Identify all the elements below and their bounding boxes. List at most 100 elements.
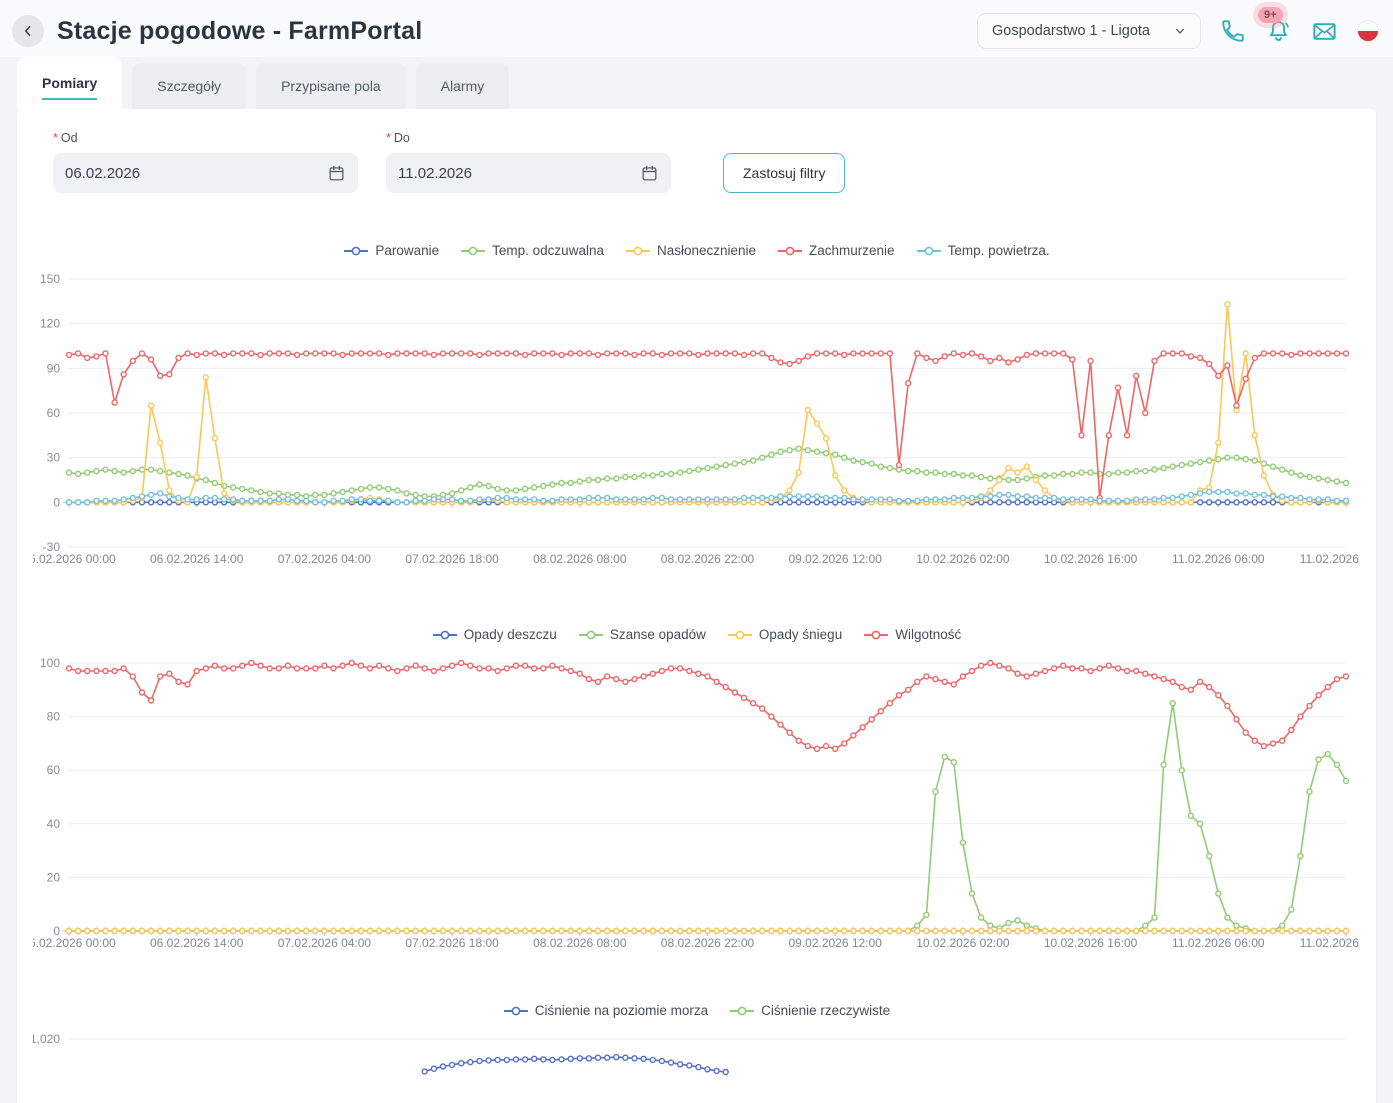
series-ciśnienie-na-poziomie-morza [421,1053,729,1076]
svg-text:11.02.2026 06:00: 11.02.2026 06:00 [1172,552,1265,566]
legend-item[interactable]: Opady śniegu [727,627,842,642]
date-to-group: * Do 11.02.2026 [386,131,671,193]
tab-szczegoly[interactable]: Szczegóły [132,63,247,109]
svg-text:10.02.2026 16:00: 10.02.2026 16:00 [1044,552,1138,566]
chart-canvas-precipitation: 100 80 60 40 20 006.02.2026 00:00 06.02.2026 1… [22,651,1392,955]
legend-marker-icon [503,1006,528,1015]
legend-item[interactable]: Temp. powietrza. [916,243,1050,258]
svg-text:20: 20 [47,870,61,884]
filters-row: * Od 06.02.2026 * Do 11.02.2026 Zastosuj f… [33,131,1360,193]
calendar-icon[interactable] [327,164,346,183]
legend-label: Ciśnienie na poziomie morza [534,1003,709,1018]
page-title: Stacje pogodowe - FarmPortal [57,16,423,45]
messages-button[interactable] [1311,18,1338,45]
series-temp-odczuwalna [65,445,1350,500]
tab-alarmy[interactable]: Alarmy [415,63,510,109]
content-card: * Od 06.02.2026 * Do 11.02.2026 Zastosuj f… [17,109,1393,1103]
legend-label: Zachmurzenie [809,243,895,258]
legend-label: Wilgotność [895,627,962,642]
bell-icon [1270,20,1289,41]
date-from-value: 06.02.2026 [65,164,141,182]
x-axis-labels: 06.02.2026 00:00 06.02.2026 14:00 07.02.20… [22,936,1392,950]
svg-text:10.02.2026 02:00: 10.02.2026 02:00 [916,552,1010,566]
series-szanse-opadów [65,700,1350,935]
svg-text:06.02.2026 00:00: 06.02.2026 00:00 [33,936,116,950]
svg-text:-30: -30 [43,540,61,554]
svg-text:08.02.2026 22:00: 08.02.2026 22:00 [661,552,755,566]
legend-marker-icon [730,1006,755,1015]
svg-text:08.02.2026 08:00: 08.02.2026 08:00 [533,552,627,566]
legend-label: Ciśnienie rzeczywiste [761,1003,891,1018]
svg-text:30: 30 [47,451,61,465]
mail-icon [1313,22,1336,40]
apply-filters-button[interactable]: Zastosuj filtry [723,153,846,193]
calendar-icon[interactable] [640,164,659,183]
legend-label: Temp. odczuwalna [492,243,604,258]
legend-marker-icon [625,246,650,255]
legend-marker-icon [916,246,941,255]
x-axis-labels: 06.02.2026 00:00 06.02.2026 14:00 07.02.20… [22,552,1392,566]
grid-lines: 150 120 90 60 30 0 -30 [40,272,1346,554]
language-button[interactable] [1357,20,1379,42]
legend-label: Szanse opadów [609,627,706,642]
chart-legend-pressure: Ciśnienie na poziomie morza Ciśnienie rze… [33,1003,1360,1018]
legend-label: Opady śniegu [758,627,843,642]
tab-przypisane-pola[interactable]: Przypisane pola [256,63,406,109]
legend-item[interactable]: Wilgotność [863,627,961,642]
legend-item[interactable]: Temp. odczuwalna [460,243,604,258]
svg-text:90: 90 [47,361,61,375]
date-from-label: * Od [53,131,78,145]
series-wilgotność [65,659,1350,753]
farm-selector-value: Gospodarstwo 1 - Ligota [992,23,1150,39]
legend-marker-icon [461,246,486,255]
required-asterisk: * [386,131,391,145]
legend-item[interactable]: Szanse opadów [578,627,706,642]
legend-item[interactable]: Opady deszczu [432,627,557,642]
legend-label: Opady deszczu [463,627,557,642]
svg-text:80: 80 [47,710,61,724]
farm-selector-dropdown[interactable]: Gospodarstwo 1 - Ligota [977,13,1201,49]
legend-item[interactable]: Parowanie [343,243,439,258]
svg-text:08.02.2026 08:00: 08.02.2026 08:00 [533,936,627,950]
legend-label: Nasłonecznienie [656,243,757,258]
svg-text:11.02.2026 20:00: 11.02.2026 20:00 [1300,552,1360,566]
series-nasłonecznienie [65,301,1350,506]
legend-marker-icon [344,246,369,255]
chart-svg: 100 80 60 40 20 006.02.2026 00:00 06.02.2026 1… [22,656,1392,950]
notification-badge: 9+ [1258,6,1283,23]
svg-text:07.02.2026 18:00: 07.02.2026 18:00 [405,552,499,566]
header-actions: Gospodarstwo 1 - Ligota 9+ [977,6,1379,49]
svg-text:06.02.2026 00:00: 06.02.2026 00:00 [33,552,116,566]
grid-lines: 1,020 [30,1032,1346,1046]
legend-marker-icon [864,630,889,639]
legend-label: Temp. powietrza. [947,243,1050,258]
legend-marker-icon [778,246,803,255]
poland-flag-icon [1357,20,1379,42]
svg-text:11.02.2026 20:00: 11.02.2026 20:00 [1300,936,1360,950]
legend-item[interactable]: Nasłonecznienie [625,243,756,258]
legend-item[interactable]: Zachmurzenie [777,243,895,258]
chart-legend-precipitation: Opady deszczu Szanse opadów Opady śniegu Wi… [33,627,1360,642]
legend-marker-icon [727,630,752,639]
tab-pomiary[interactable]: Pomiary [17,57,123,109]
legend-item[interactable]: Ciśnienie na poziomie morza [503,1003,708,1018]
legend-item[interactable]: Ciśnienie rzeczywiste [729,1003,890,1018]
chart-precipitation: Opady deszczu Szanse opadów Opady śniegu Wi… [22,627,1392,955]
phone-button[interactable] [1220,18,1246,44]
svg-text:07.02.2026 18:00: 07.02.2026 18:00 [405,936,499,950]
tab-bar: Pomiary Szczegóły Przypisane pola Alarmy [0,57,1393,109]
legend-marker-icon [432,630,457,639]
date-to-input[interactable]: 11.02.2026 [386,153,671,193]
date-from-input[interactable]: 06.02.2026 [53,153,358,193]
svg-text:1,020: 1,020 [33,1032,60,1046]
date-to-value: 11.02.2026 [398,164,472,182]
svg-text:0: 0 [53,495,60,509]
chart-weather-conditions: Parowanie Temp. odczuwalna Nasłonecznienie… [22,243,1392,571]
back-button[interactable] [12,15,44,47]
svg-text:07.02.2026 04:00: 07.02.2026 04:00 [278,936,372,950]
svg-text:08.02.2026 22:00: 08.02.2026 22:00 [661,936,755,950]
phone-icon [1222,20,1244,42]
chevron-down-icon [1176,28,1184,34]
notifications-button[interactable]: 9+ [1258,6,1292,45]
